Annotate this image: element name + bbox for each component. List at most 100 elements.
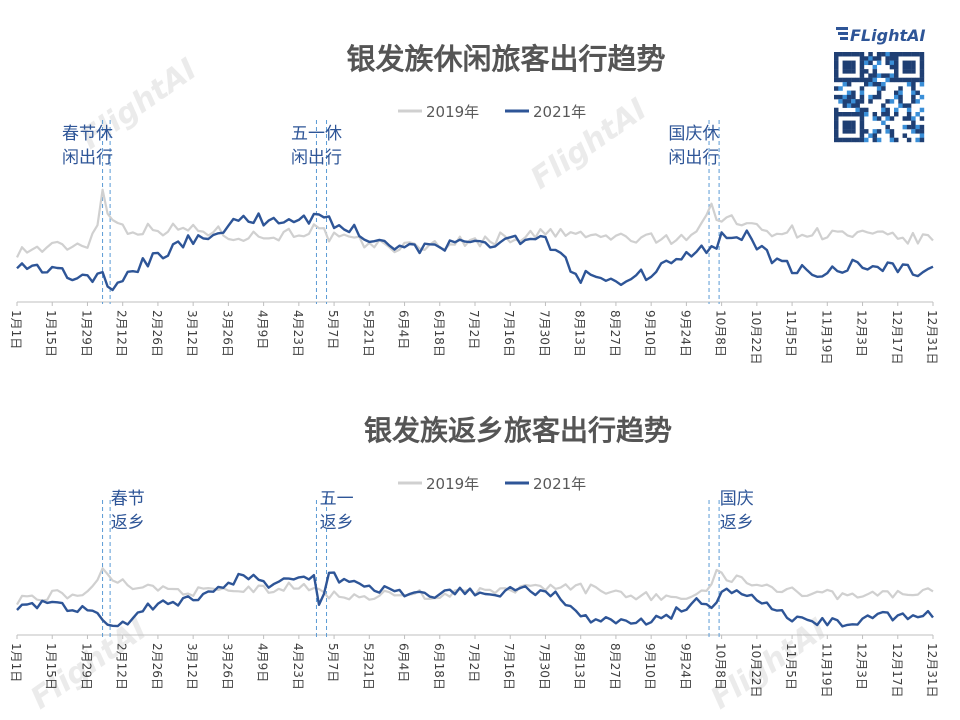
qr-module — [911, 77, 916, 83]
qr-module — [885, 56, 890, 61]
qr-module — [838, 86, 843, 91]
qr-module — [864, 82, 869, 87]
holiday-annotation: 返乡 — [320, 513, 354, 533]
qr-module — [902, 52, 908, 57]
qr-module — [881, 52, 886, 57]
qr-module — [889, 116, 895, 121]
qr-module — [911, 69, 916, 74]
qr-module — [859, 69, 865, 74]
x-tick-label: 12月3日 — [855, 310, 869, 357]
qr-module — [851, 124, 856, 130]
qr-module — [864, 60, 869, 66]
qr-module — [846, 129, 852, 134]
qr-module — [834, 137, 839, 143]
qr-module — [889, 133, 895, 138]
qr-module — [902, 64, 908, 70]
x-tick-label: 8月27日 — [608, 643, 622, 690]
qr-module — [855, 103, 860, 108]
qr-module — [911, 116, 916, 121]
x-tick-label: 2月26日 — [150, 643, 164, 690]
qr-module — [859, 90, 865, 96]
qr-module — [885, 116, 890, 121]
x-tick-label: 3月26日 — [220, 643, 234, 690]
qr-module — [885, 77, 890, 83]
qr-module — [864, 77, 869, 83]
qr-module — [872, 56, 878, 61]
qr-module — [911, 90, 916, 96]
legend: 2019年 2021年 — [398, 103, 586, 121]
qr-module — [906, 137, 912, 143]
legend-label-2021: 2021年 — [533, 103, 586, 121]
qr-module — [889, 137, 895, 143]
qr-module — [859, 129, 865, 134]
x-tick-label: 12月3日 — [855, 643, 869, 690]
x-tick-label: 7月2日 — [467, 643, 481, 682]
qr-module — [894, 112, 899, 117]
qr-module — [919, 56, 925, 61]
qr-module — [872, 112, 878, 117]
qr-module — [915, 77, 920, 83]
chart-plot: 1月1日 1月15日 1月29日 2月12日 2月26日 3月12日 3月26日 4月9日 4月… — [9, 489, 939, 698]
qr-module — [911, 124, 916, 130]
qr-module — [919, 64, 925, 70]
qr-module — [894, 73, 899, 78]
qr-module — [834, 124, 839, 130]
qr-module — [846, 52, 852, 57]
qr-module — [834, 60, 839, 66]
qr-module — [876, 94, 882, 100]
qr-module — [876, 60, 882, 66]
qr-module — [906, 64, 912, 70]
qr-module — [885, 73, 890, 78]
qr-module — [876, 73, 882, 78]
qr-module — [838, 52, 843, 57]
qr-module — [906, 107, 912, 113]
x-tick-label: 1月29日 — [79, 310, 93, 357]
qr-module — [885, 99, 890, 104]
qr-module — [911, 129, 916, 134]
qr-module — [859, 120, 865, 126]
qr-module — [898, 94, 903, 100]
x-tick-label: 3月26日 — [220, 310, 234, 357]
qr-module — [889, 129, 895, 134]
legend-label-2019: 2019年 — [426, 103, 479, 121]
qr-module — [915, 124, 920, 130]
x-tick-label: 1月15日 — [44, 643, 58, 690]
qr-module — [919, 94, 925, 100]
qr-module — [834, 129, 839, 134]
series-line-2019年 — [16, 188, 934, 258]
series-line-2019年 — [16, 567, 934, 606]
qr-module — [911, 60, 916, 66]
qr-module — [859, 73, 865, 78]
qr-module — [864, 137, 869, 143]
holiday-annotation: 闲出行 — [291, 148, 342, 168]
qr-module — [889, 73, 895, 78]
qr-module — [915, 137, 920, 143]
qr-module — [846, 82, 852, 87]
qr-module — [842, 99, 848, 104]
qr-module — [851, 103, 856, 108]
qr-module — [885, 107, 890, 113]
qr-module — [919, 77, 925, 83]
qr-module — [851, 129, 856, 134]
qr-module — [859, 133, 865, 138]
qr-module — [868, 82, 873, 87]
holiday-annotation: 闲出行 — [668, 148, 719, 168]
qr-module — [842, 60, 848, 66]
x-tick-label: 3月12日 — [185, 310, 199, 357]
qr-module — [911, 86, 916, 91]
qr-module — [834, 86, 839, 91]
holiday-annotation: 春节 — [111, 489, 145, 509]
qr-module — [851, 137, 856, 143]
qr-module — [919, 129, 925, 134]
qr-module — [834, 112, 839, 117]
qr-module — [898, 86, 903, 91]
x-tick-label: 7月16日 — [502, 643, 516, 690]
qr-module — [906, 103, 912, 108]
x-tick-label: 1月1日 — [9, 310, 23, 349]
qr-module — [902, 60, 908, 66]
qr-module — [881, 103, 886, 108]
qr-module — [898, 99, 903, 104]
qr-module — [868, 73, 873, 78]
qr-module — [872, 137, 878, 143]
